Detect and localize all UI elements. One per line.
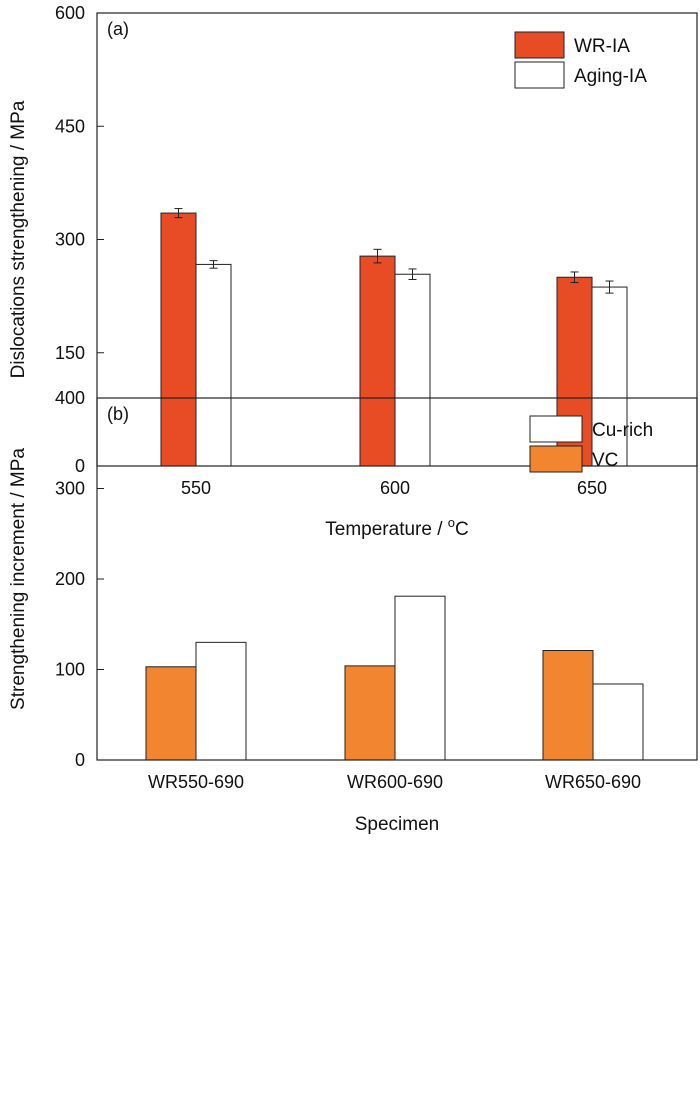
panel-a-legend-label-wr-ia: WR-IA	[574, 36, 630, 57]
panel-a-bar-aging-ia-600	[394, 273, 431, 467]
panel-b-bar-vc-WR550-690	[145, 666, 197, 761]
panel-b-bar-cu-rich-WR650-690	[592, 683, 644, 761]
panel-a-xtick-label: 550	[181, 478, 211, 498]
panel-b-bar-vc-WR650-690	[542, 649, 594, 761]
panel-b-ytick-label: 200	[55, 569, 85, 589]
panel-a-ytick-label: 150	[55, 343, 85, 363]
panel-a-legend-label-aging-ia: Aging-IA	[574, 66, 647, 87]
panel-a-legend-swatch-aging-ia	[514, 61, 565, 89]
panel-a-bar-wr-ia-600	[359, 255, 396, 467]
panel-a-bar-wr-ia-550	[160, 212, 197, 467]
panel-b-xtick-label: WR600-690	[347, 772, 443, 792]
panel-a-ylabel: Dislocations strengthening / MPa	[8, 100, 29, 378]
panel-b-bar-vc-WR600-690	[344, 665, 396, 761]
panel-a-xtick-label: 600	[380, 478, 410, 498]
panel-b-label: (b)	[107, 404, 129, 424]
panel-b-xtick-label: WR650-690	[545, 772, 641, 792]
panel-a-bar-aging-ia-550	[195, 263, 232, 467]
panel-b-legend-swatch-vc	[529, 445, 583, 473]
panel-b-ytick-label: 300	[55, 479, 85, 499]
panel-b-legend-swatch-cu-rich	[529, 415, 583, 443]
panel-a-ytick-label: 450	[55, 116, 85, 136]
panel-a-label: (a)	[107, 19, 129, 39]
panel-a-xlabel: Temperature / oC	[325, 515, 468, 540]
panel-b-ytick-label: 100	[55, 660, 85, 680]
panel-b-bar-cu-rich-WR550-690	[195, 641, 247, 761]
panel-b-ytick-label: 400	[55, 388, 85, 408]
panel-b-xtick-label: WR550-690	[148, 772, 244, 792]
panel-a-ytick-label: 300	[55, 230, 85, 250]
panel-a-bar-aging-ia-650	[591, 286, 628, 467]
panel-a-ytick-label: 600	[55, 3, 85, 23]
panel-a-ytick-label: 0	[75, 456, 85, 476]
panel-b-ylabel: Strengthening increment / MPa	[8, 448, 29, 710]
panel-b-bar-cu-rich-WR600-690	[394, 595, 446, 761]
panel-a-xtick-label: 650	[577, 478, 607, 498]
panel-b-legend-label-vc: VC	[592, 450, 618, 471]
panel-b-legend-label-cu-rich: Cu-rich	[592, 420, 653, 441]
panel-b-xlabel: Specimen	[355, 814, 440, 835]
panel-a-legend-swatch-wr-ia	[514, 31, 565, 59]
panel-b-ytick-label: 0	[75, 750, 85, 770]
